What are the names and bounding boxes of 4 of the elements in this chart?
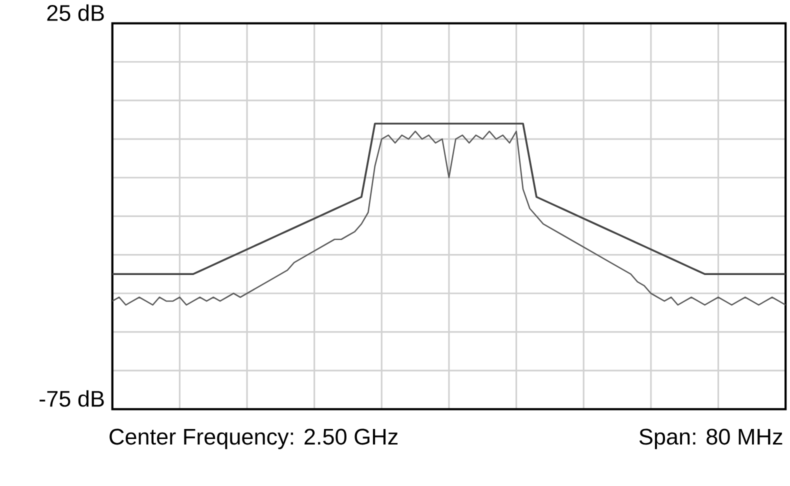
y-tick-label: -75 dB [40,390,104,407]
text: Center Frequency: 2.50 GHz [110,428,398,450]
y-tick-label: 25 dB [47,4,104,22]
text: Span: 80 MHz [639,428,782,450]
